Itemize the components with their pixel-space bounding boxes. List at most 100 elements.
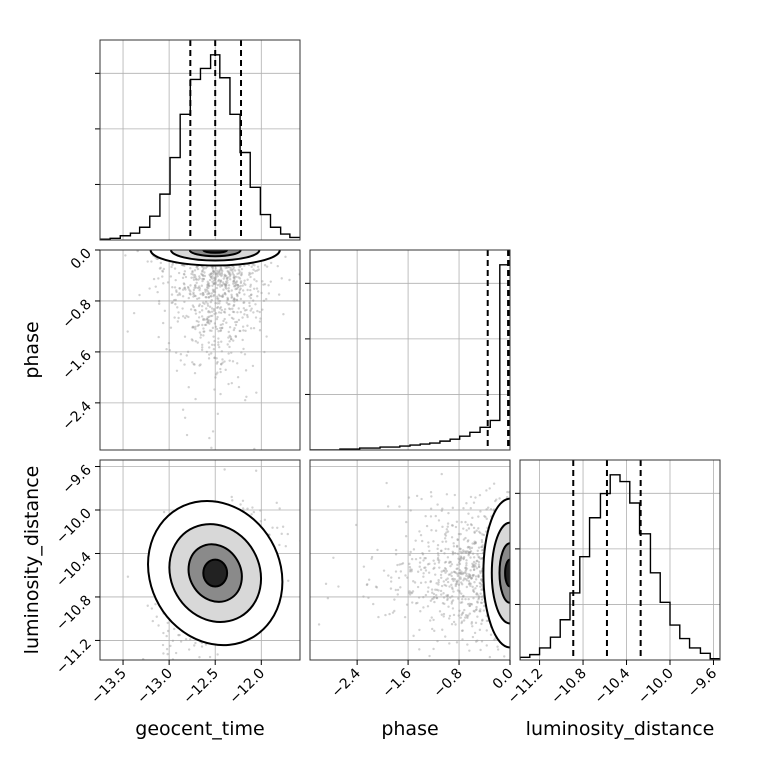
scatter-point bbox=[238, 450, 240, 452]
scatter-point bbox=[456, 589, 460, 592]
scatter-point bbox=[251, 271, 254, 275]
scatter-point bbox=[466, 576, 470, 580]
scatter-point bbox=[225, 287, 228, 290]
scatter-point bbox=[468, 575, 472, 579]
scatter-point bbox=[243, 309, 247, 312]
scatter-point bbox=[214, 278, 217, 282]
scatter-point bbox=[480, 538, 484, 542]
histogram-panel-geocent_time bbox=[95, 39, 301, 241]
scatter-point bbox=[177, 633, 180, 637]
scatter-point bbox=[479, 608, 482, 611]
scatter-point bbox=[201, 343, 204, 347]
scatter-point bbox=[469, 550, 472, 554]
scatter-point bbox=[201, 292, 204, 295]
scatter-point bbox=[460, 570, 463, 573]
scatter-point bbox=[207, 341, 210, 344]
scatter-point bbox=[385, 481, 388, 485]
scatter-point bbox=[197, 320, 200, 324]
y-tick-label: −10.4 bbox=[53, 549, 95, 591]
scatter-point bbox=[477, 575, 480, 578]
scatter-point bbox=[232, 328, 236, 332]
scatter-point bbox=[207, 319, 211, 322]
scatter-point bbox=[440, 593, 443, 596]
scatter-point bbox=[226, 281, 229, 284]
scatter-point bbox=[194, 312, 198, 315]
scatter-point bbox=[479, 531, 482, 535]
scatter-point bbox=[200, 272, 203, 276]
scatter-point bbox=[475, 592, 479, 595]
scatter-point bbox=[227, 276, 230, 279]
scatter-point bbox=[462, 527, 465, 530]
scatter-point bbox=[468, 582, 471, 585]
scatter-point bbox=[201, 323, 204, 327]
scatter-point bbox=[441, 628, 444, 631]
scatter-point bbox=[190, 338, 194, 341]
scatter-point bbox=[215, 273, 218, 277]
scatter-point bbox=[203, 274, 207, 278]
scatter-point bbox=[217, 343, 220, 347]
scatter-point bbox=[213, 277, 217, 280]
scatter-point bbox=[199, 336, 202, 339]
scatter-point bbox=[239, 329, 242, 333]
scatter-point bbox=[474, 640, 478, 643]
scatter-point bbox=[482, 604, 486, 608]
scatter-point bbox=[460, 551, 463, 555]
scatter-point bbox=[444, 540, 448, 543]
scatter-point bbox=[443, 583, 446, 587]
scatter-point bbox=[324, 582, 328, 586]
scatter-point bbox=[355, 523, 358, 527]
scatter-point bbox=[151, 619, 155, 623]
scatter-point bbox=[197, 323, 201, 327]
scatter-point bbox=[478, 570, 482, 573]
scatter-point bbox=[478, 609, 481, 613]
scatter-point bbox=[448, 617, 451, 620]
scatter-point bbox=[224, 284, 227, 287]
scatter-point bbox=[220, 274, 223, 278]
scatter-point bbox=[256, 265, 260, 268]
scatter-point bbox=[228, 326, 232, 329]
scatter-point bbox=[183, 287, 186, 290]
scatter-point bbox=[187, 648, 191, 651]
scatter-point bbox=[213, 276, 216, 279]
scatter-point bbox=[234, 287, 237, 291]
scatter-point bbox=[439, 549, 443, 553]
scatter-point bbox=[465, 561, 468, 565]
scatter-point bbox=[477, 546, 481, 549]
scatter-point bbox=[433, 600, 436, 604]
scatter-point bbox=[170, 661, 172, 663]
scatter-point bbox=[275, 501, 278, 505]
scatter-point bbox=[221, 281, 225, 284]
scatter-point bbox=[236, 362, 239, 365]
scatter-point bbox=[459, 532, 462, 536]
scatter-point bbox=[213, 388, 216, 391]
scatter-point bbox=[181, 408, 185, 411]
scatter-point bbox=[200, 273, 204, 276]
scatter-point bbox=[194, 284, 197, 287]
scatter-point bbox=[471, 565, 474, 568]
scatter-point bbox=[462, 556, 466, 559]
scatter-point bbox=[478, 493, 482, 497]
scatter-point bbox=[446, 597, 449, 600]
scatter-point bbox=[205, 307, 208, 310]
scatter-point bbox=[248, 301, 251, 305]
scatter-point bbox=[453, 493, 457, 497]
scatter-point bbox=[263, 264, 267, 267]
scatter-point bbox=[228, 359, 231, 362]
scatter-point bbox=[451, 524, 454, 527]
scatter-point bbox=[480, 584, 484, 587]
scatter-point bbox=[474, 587, 477, 590]
scatter-point bbox=[183, 286, 186, 289]
scatter-point bbox=[230, 351, 233, 354]
scatter-point bbox=[206, 302, 209, 305]
scatter-point bbox=[465, 579, 469, 582]
scatter-point bbox=[190, 276, 193, 280]
scatter-point bbox=[203, 330, 206, 333]
scatter-point bbox=[201, 277, 204, 281]
scatter-point bbox=[187, 296, 191, 300]
scatter-point bbox=[194, 277, 198, 280]
scatter-point bbox=[212, 279, 216, 282]
scatter-point bbox=[480, 622, 483, 626]
scatter-point bbox=[427, 571, 431, 574]
scatter-point bbox=[461, 595, 465, 598]
scatter-point bbox=[206, 321, 209, 324]
